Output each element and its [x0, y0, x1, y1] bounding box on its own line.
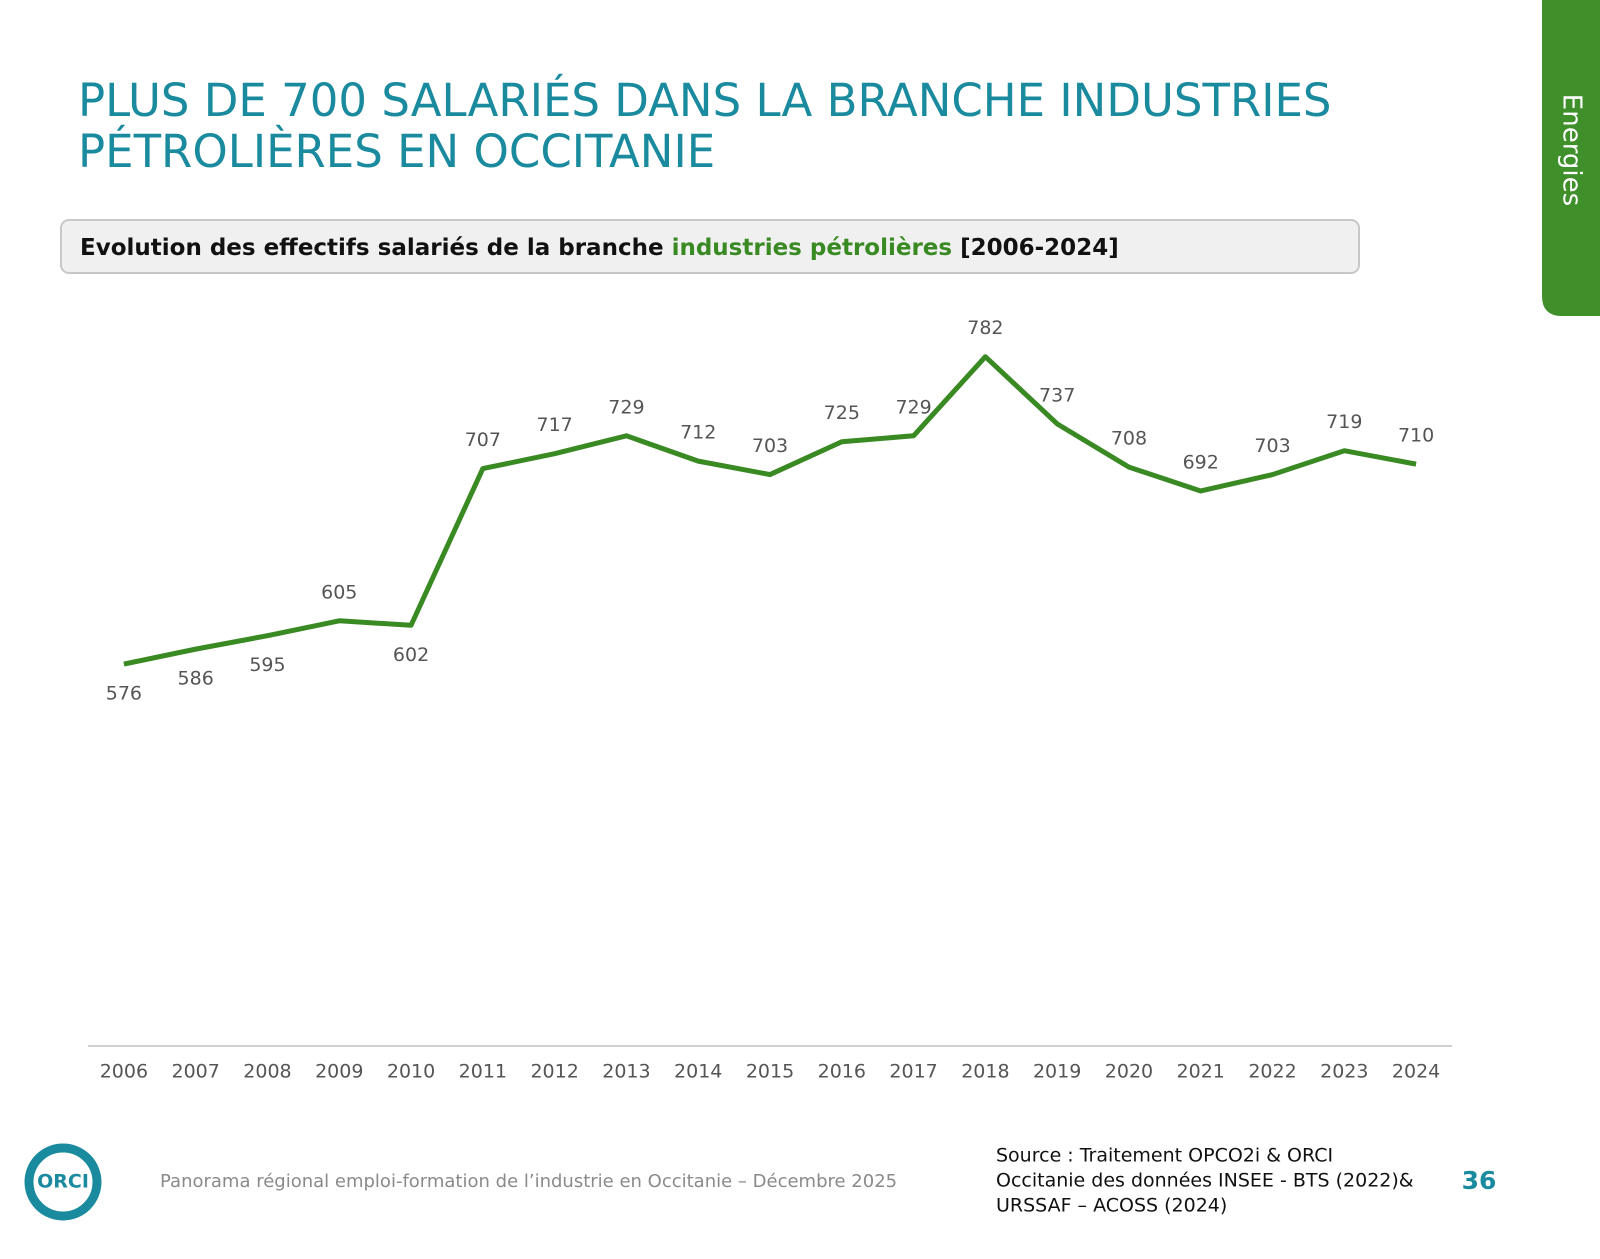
source-line: Source : Traitement OPCO2i & ORCI: [996, 1145, 1333, 1167]
data-label: 782: [967, 317, 1003, 339]
footer-text: Panorama régional emploi-formation de l’…: [160, 1171, 897, 1192]
data-line: [123, 354, 1417, 667]
data-label: 725: [824, 402, 860, 424]
data-label: 707: [465, 429, 501, 451]
data-label: 586: [178, 668, 214, 690]
x-tick-label: 2014: [674, 1061, 722, 1083]
x-tick-label: 2007: [172, 1061, 220, 1083]
source-line: Occitanie des données INSEE - BTS (2022)…: [996, 1170, 1414, 1192]
x-tick-label: 2023: [1320, 1061, 1368, 1083]
logo-ring: [24, 1143, 102, 1221]
data-label: 737: [1039, 384, 1075, 406]
x-tick-label: 2018: [961, 1061, 1009, 1083]
page-number: 36: [1462, 1166, 1497, 1195]
chart-title-box: [60, 219, 1360, 274]
chart-title-part: [2006-2024]: [960, 235, 1119, 261]
x-tick-label: 2019: [1033, 1061, 1081, 1083]
x-tick-label: 2022: [1248, 1061, 1296, 1083]
x-tick-label: 2017: [889, 1061, 937, 1083]
data-label: 729: [608, 396, 644, 418]
data-label: 703: [752, 435, 788, 457]
x-tick-label: 2020: [1105, 1061, 1153, 1083]
x-tick-label: 2024: [1392, 1061, 1440, 1083]
data-label: 703: [1254, 435, 1290, 457]
x-tick-label: 2021: [1177, 1061, 1225, 1083]
chart-title-part: Evolution des effectifs salariés de la b…: [80, 235, 664, 261]
plot: 2006 2007 2008 2009 2010 2011 2012 2013 2014 2015…: [100, 317, 1441, 1082]
chart-title: Evolution des effectifs salariés de la b…: [80, 235, 1119, 261]
data-label: 708: [1111, 428, 1147, 450]
x-tick-label: 2006: [100, 1061, 148, 1083]
logo: ORCI: [37, 1171, 89, 1193]
data-label: 717: [536, 414, 572, 436]
x-tick-label: 2009: [315, 1061, 363, 1083]
side-tab-label: Energies: [1557, 94, 1587, 206]
data-label: 576: [106, 683, 142, 705]
x-tick-label: 2010: [387, 1061, 435, 1083]
data-label: 729: [895, 396, 931, 418]
x-tick-label: 2015: [746, 1061, 794, 1083]
side-tab: [1542, 0, 1600, 316]
page-title: PLUS DE 700 SALARIÉS DANS LA BRANCHE IND…: [78, 74, 1332, 127]
data-label: 692: [1183, 451, 1219, 473]
chart-title-highlight: industries pétrolières: [672, 235, 953, 261]
data-label: 595: [249, 654, 285, 676]
data-label: 719: [1326, 411, 1362, 433]
data-label: 605: [321, 581, 357, 603]
x-tick-label: 2013: [602, 1061, 650, 1083]
data-label: 602: [393, 644, 429, 666]
x-tick-label: 2016: [818, 1061, 866, 1083]
page-title: PÉTROLIÈRES EN OCCITANIE: [78, 125, 715, 178]
x-tick-label: 2008: [243, 1061, 291, 1083]
x-tick-label: 2012: [530, 1061, 578, 1083]
x-tick-label: 2011: [459, 1061, 507, 1083]
data-label: 710: [1398, 425, 1434, 447]
source-line: URSSAF – ACOSS (2024): [996, 1195, 1227, 1217]
data-label: 712: [680, 422, 716, 444]
